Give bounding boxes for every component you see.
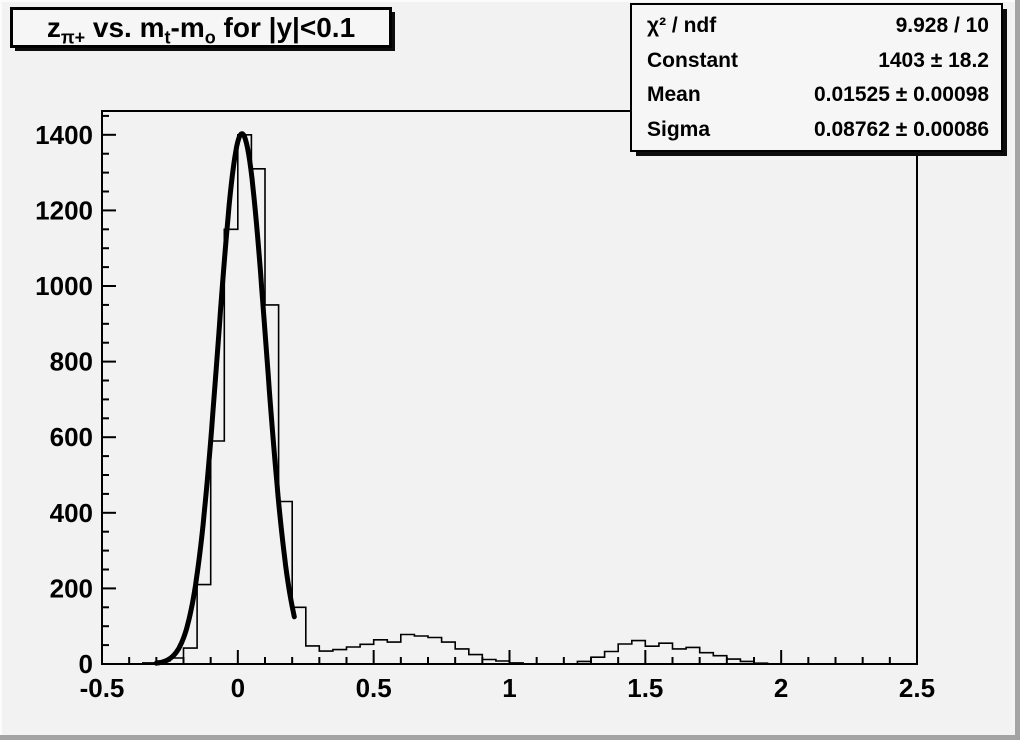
stats-label: Sigma xyxy=(647,118,711,142)
y-tick-label: 200 xyxy=(50,573,93,603)
histogram-steps xyxy=(102,134,917,665)
y-tick-label: 1000 xyxy=(35,271,93,301)
stats-label: χ² / ndf xyxy=(647,13,717,37)
fit-curve xyxy=(153,131,297,666)
stats-row-chi2: χ² / ndf 9.928 / 10 xyxy=(632,15,1001,36)
stats-value: 9.928 / 10 xyxy=(895,13,989,37)
stats-value: 0.01525 ± 0.00098 xyxy=(813,83,989,107)
x-tick-label: -0.5 xyxy=(80,673,125,703)
stats-row-sigma: Sigma 0.08762 ± 0.00086 xyxy=(632,119,1001,140)
x-tick-label: 2.5 xyxy=(899,673,935,703)
stats-row-mean: Mean 0.01525 ± 0.00098 xyxy=(632,84,1001,105)
x-tick-label: 0 xyxy=(231,673,245,703)
y-tick-label: 400 xyxy=(50,498,93,528)
stats-label: Constant xyxy=(647,48,738,72)
stats-label: Mean xyxy=(647,83,701,107)
y-tick-label: 0 xyxy=(79,649,93,679)
plot-title: zπ+ vs. mt-mo for |y|<0.1 xyxy=(46,11,356,48)
x-tick-label: 2 xyxy=(774,673,788,703)
y-tick-label: 1400 xyxy=(35,120,93,150)
x-tick-label: 1 xyxy=(502,673,516,703)
stats-row-constant: Constant 1403 ± 18.2 xyxy=(632,50,1001,71)
stats-value: 0.08762 ± 0.00086 xyxy=(813,118,989,142)
plot-title-box: zπ+ vs. mt-mo for |y|<0.1 xyxy=(10,7,392,48)
x-tick-label: 0.5 xyxy=(356,673,392,703)
y-tick-label: 1200 xyxy=(35,195,93,225)
x-tick-label: 1.5 xyxy=(627,673,663,703)
y-tick-label: 800 xyxy=(50,347,93,377)
y-tick-label: 600 xyxy=(50,422,93,452)
stats-value: 1403 ± 18.2 xyxy=(878,48,989,72)
fit-stats-box: χ² / ndf 9.928 / 10 Constant 1403 ± 18.2… xyxy=(630,3,1003,152)
